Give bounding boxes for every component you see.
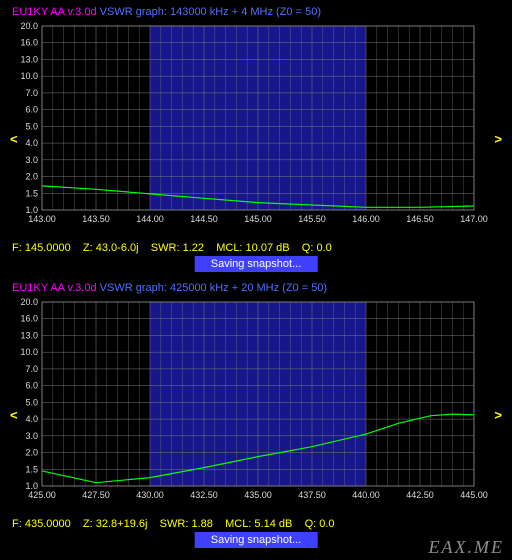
snapshot-status: Saving snapshot... [195, 256, 318, 272]
app-version: EU1KY AA v.3.0d [12, 6, 97, 18]
svg-text:145.50: 145.50 [298, 214, 326, 224]
svg-text:144.00: 144.00 [136, 214, 164, 224]
status-row: F: 145.0000 Z: 43.0-6.0j SWR: 1.22 MCL: … [12, 242, 332, 254]
svg-text:16.0: 16.0 [20, 38, 38, 48]
chart-subtitle: VSWR graph: 425000 kHz + 20 MHz (Z0 = 50… [97, 282, 328, 294]
status-row: F: 435.0000 Z: 32.8+19.6j SWR: 1.88 MCL:… [12, 518, 335, 530]
svg-text:442.50: 442.50 [406, 490, 434, 500]
svg-text:430.00: 430.00 [136, 490, 164, 500]
svg-text:6.0: 6.0 [25, 381, 38, 391]
svg-text:5.0: 5.0 [25, 121, 38, 131]
svg-text:147.00: 147.00 [460, 214, 488, 224]
svg-text:3.0: 3.0 [25, 155, 38, 165]
svg-text:144.50: 144.50 [190, 214, 218, 224]
svg-text:146.00: 146.00 [352, 214, 380, 224]
svg-text:143.00: 143.00 [28, 214, 56, 224]
svg-text:435.00: 435.00 [244, 490, 272, 500]
svg-text:2.0: 2.0 [25, 172, 38, 182]
svg-text:4.0: 4.0 [25, 138, 38, 148]
vswr-chart: 1.01.52.03.04.05.06.07.010.013.016.020.0… [8, 22, 504, 242]
vswr-panel: EU1KY AA v.3.0d VSWR graph: 143000 kHz +… [8, 6, 504, 272]
svg-text:1.5: 1.5 [25, 188, 38, 198]
svg-text:427.50: 427.50 [82, 490, 110, 500]
snapshot-status: Saving snapshot... [195, 532, 318, 548]
svg-text:6.0: 6.0 [25, 105, 38, 115]
svg-text:7.0: 7.0 [25, 88, 38, 98]
svg-text:13.0: 13.0 [20, 54, 38, 64]
svg-text:20.0: 20.0 [20, 22, 38, 31]
vswr-panel: EU1KY AA v.3.0d VSWR graph: 425000 kHz +… [8, 282, 504, 548]
vswr-chart: 1.01.52.03.04.05.06.07.010.013.016.020.0… [8, 298, 504, 518]
svg-text:16.0: 16.0 [20, 314, 38, 324]
svg-text:440.00: 440.00 [352, 490, 380, 500]
svg-text:437.50: 437.50 [298, 490, 326, 500]
chart-subtitle: VSWR graph: 143000 kHz + 4 MHz (Z0 = 50) [97, 6, 321, 18]
svg-text:5.0: 5.0 [25, 397, 38, 407]
svg-text:4.0: 4.0 [25, 414, 38, 424]
svg-text:7.0: 7.0 [25, 364, 38, 374]
screenshot-frame: EU1KY AA v.3.0d VSWR graph: 143000 kHz +… [0, 0, 512, 560]
svg-text:2.0: 2.0 [25, 448, 38, 458]
svg-text:3.0: 3.0 [25, 431, 38, 441]
svg-text:13.0: 13.0 [20, 330, 38, 340]
svg-text:143.50: 143.50 [82, 214, 110, 224]
svg-text:432.50: 432.50 [190, 490, 218, 500]
svg-text:425.00: 425.00 [28, 490, 56, 500]
app-version: EU1KY AA v.3.0d [12, 282, 97, 294]
svg-text:1.5: 1.5 [25, 464, 38, 474]
svg-text:445.00: 445.00 [460, 490, 488, 500]
chart-title: EU1KY AA v.3.0d VSWR graph: 143000 kHz +… [12, 6, 321, 18]
svg-text:10.0: 10.0 [20, 347, 38, 357]
watermark: EAX.ME [429, 537, 504, 558]
chart-title: EU1KY AA v.3.0d VSWR graph: 425000 kHz +… [12, 282, 327, 294]
svg-text:145.00: 145.00 [244, 214, 272, 224]
svg-text:20.0: 20.0 [20, 298, 38, 307]
svg-text:146.50: 146.50 [406, 214, 434, 224]
svg-text:10.0: 10.0 [20, 71, 38, 81]
